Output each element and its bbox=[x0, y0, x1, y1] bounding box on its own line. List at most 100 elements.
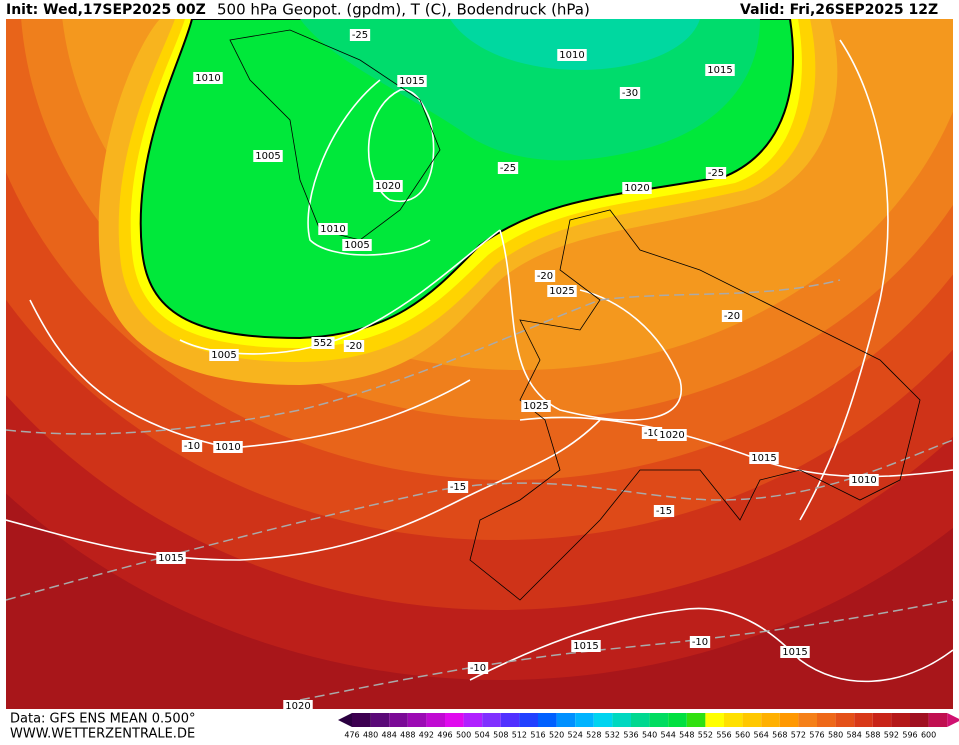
legend-swatch bbox=[779, 713, 799, 727]
legend-label: 480 bbox=[363, 731, 378, 740]
legend-label: 576 bbox=[809, 731, 824, 740]
legend-label: 552 bbox=[698, 731, 713, 740]
legend-label: 504 bbox=[475, 731, 490, 740]
legend-swatch bbox=[910, 713, 929, 727]
label-box bbox=[619, 87, 641, 99]
contour-label: 1010 bbox=[851, 475, 876, 486]
legend-label: 508 bbox=[493, 731, 508, 740]
label-box bbox=[780, 646, 810, 658]
label-box bbox=[705, 167, 727, 179]
legend-label: 524 bbox=[568, 731, 583, 740]
legend-swatch bbox=[482, 713, 501, 727]
contour-label: -15 bbox=[656, 506, 672, 517]
contour-label: -30 bbox=[622, 88, 638, 99]
contour-label: 1010 bbox=[195, 73, 220, 84]
legend-label: 588 bbox=[865, 731, 880, 740]
legend-swatch bbox=[854, 713, 873, 727]
legend-label: 488 bbox=[400, 731, 415, 740]
legend-swatch bbox=[445, 713, 464, 727]
contour-label: -10 bbox=[470, 663, 486, 674]
legend-label: 568 bbox=[772, 731, 787, 740]
legend-label: 500 bbox=[456, 731, 471, 740]
label-box bbox=[373, 180, 403, 192]
coastline bbox=[469, 209, 921, 601]
legend-swatch bbox=[631, 713, 650, 727]
legend-label: 496 bbox=[437, 731, 452, 740]
label-box bbox=[318, 223, 348, 235]
label-box bbox=[521, 400, 551, 412]
legend-swatch bbox=[426, 713, 445, 727]
legend-swatch bbox=[519, 713, 538, 727]
isobar bbox=[799, 39, 889, 521]
label-box bbox=[849, 474, 879, 486]
isobar bbox=[469, 607, 953, 683]
contour-label: -20 bbox=[346, 341, 362, 352]
contour-label: 1015 bbox=[399, 76, 424, 87]
legend-swatch bbox=[686, 713, 706, 727]
legend-label: 600 bbox=[921, 731, 936, 740]
legend-swatch bbox=[538, 713, 557, 727]
label-box bbox=[156, 552, 186, 564]
legend-swatch bbox=[817, 713, 836, 727]
legend-swatch bbox=[761, 713, 780, 727]
legend-label: 560 bbox=[735, 731, 750, 740]
label-box bbox=[343, 340, 365, 352]
label-box bbox=[547, 285, 577, 297]
legend-label: 584 bbox=[847, 731, 862, 740]
contour-label: 1010 bbox=[320, 224, 345, 235]
contour-label: -15 bbox=[450, 482, 466, 493]
contour-label: 1020 bbox=[624, 183, 649, 194]
contour-label: 1020 bbox=[285, 701, 310, 712]
legend-label: 520 bbox=[549, 731, 564, 740]
legend-swatch bbox=[389, 713, 408, 727]
contour-label: 552 bbox=[313, 338, 332, 349]
legend-label: 580 bbox=[828, 731, 843, 740]
label-box bbox=[497, 162, 519, 174]
contour-label: 1015 bbox=[573, 641, 598, 652]
contour-label: 1015 bbox=[782, 647, 807, 658]
legend-swatch bbox=[612, 713, 631, 727]
contour-label: 1020 bbox=[659, 430, 684, 441]
site-url: WWW.WETTERZENTRALE.DE bbox=[10, 727, 195, 742]
contour-label: 1015 bbox=[707, 65, 732, 76]
legend-label: 492 bbox=[419, 731, 434, 740]
contour-label: 1010 bbox=[559, 50, 584, 61]
label-box bbox=[349, 29, 371, 41]
legend-label: 564 bbox=[754, 731, 769, 740]
legend-label: 476 bbox=[344, 731, 359, 740]
legend-arrow bbox=[338, 713, 352, 727]
label-box bbox=[657, 429, 687, 441]
legend-label: 548 bbox=[679, 731, 694, 740]
contour-label: -10 bbox=[692, 637, 708, 648]
legend-swatch bbox=[556, 713, 576, 727]
label-box bbox=[181, 440, 203, 452]
label-box bbox=[467, 662, 489, 674]
legend-label: 592 bbox=[884, 731, 899, 740]
map-area: -25 1010 1010 1015 1015 -30 1005 -25 -25 1020 1020… bbox=[6, 19, 953, 712]
label-box bbox=[447, 481, 469, 493]
legend-label: 512 bbox=[512, 731, 527, 740]
legend-swatch bbox=[724, 713, 743, 727]
label-box bbox=[342, 239, 372, 251]
label-box bbox=[397, 75, 427, 87]
legend-swatch bbox=[463, 713, 483, 727]
isobar bbox=[307, 79, 431, 256]
isotherm bbox=[6, 279, 841, 435]
label-box bbox=[557, 49, 587, 61]
contour-label: 1005 bbox=[255, 151, 280, 162]
legend-swatch bbox=[798, 713, 817, 727]
label-box bbox=[641, 427, 663, 439]
legend-swatch bbox=[872, 713, 892, 727]
label-box bbox=[213, 441, 243, 453]
legend-swatch bbox=[668, 713, 687, 727]
contour-label: 1025 bbox=[549, 286, 574, 297]
contour-label: -20 bbox=[537, 271, 553, 282]
legend-swatch bbox=[370, 713, 390, 727]
contour-label: -10 bbox=[184, 441, 200, 452]
contour-label: -25 bbox=[500, 163, 516, 174]
label-box bbox=[311, 337, 335, 349]
legend-swatch bbox=[649, 713, 669, 727]
data-source: Data: GFS ENS MEAN 0.500° bbox=[10, 712, 195, 727]
